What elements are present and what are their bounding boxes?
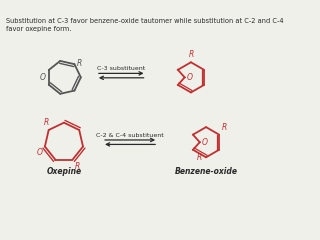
Text: R: R (75, 162, 80, 171)
Text: O: O (37, 148, 43, 157)
Text: O: O (202, 138, 208, 147)
Text: Benzene-oxide: Benzene-oxide (174, 167, 237, 176)
Text: C-3 substituent: C-3 substituent (97, 66, 145, 71)
Text: R: R (44, 118, 50, 127)
Text: O: O (40, 73, 46, 82)
Text: Oxepine: Oxepine (46, 167, 82, 176)
Text: R: R (222, 123, 227, 132)
Text: O: O (187, 73, 193, 82)
Text: R: R (188, 50, 194, 59)
Text: Substitution at C-3 favor benzene-oxide tautomer while substitution at C-2 and C: Substitution at C-3 favor benzene-oxide … (6, 18, 284, 32)
Text: C-2 & C-4 substituent: C-2 & C-4 substituent (96, 133, 164, 138)
Text: R: R (197, 153, 203, 162)
Text: R: R (77, 59, 82, 68)
